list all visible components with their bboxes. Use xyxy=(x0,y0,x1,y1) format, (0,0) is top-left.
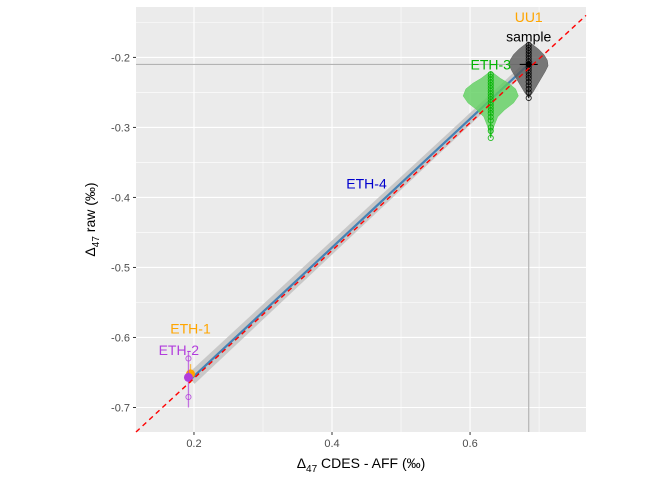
group-eth-3-point xyxy=(487,113,494,120)
axes: 0.2 0.4 0.6 -0.2 -0.3 -0.4 -0.5 -0.6 -0.7 xyxy=(111,52,478,450)
y-tick-label: -0.7 xyxy=(111,402,130,414)
y-axis-title-rest: raw (‰) xyxy=(82,182,98,236)
group-sample-point xyxy=(525,82,532,89)
x-axis-title: Δ47 CDES - AFF (‰) xyxy=(297,455,426,475)
y-tick-label: -0.6 xyxy=(111,332,130,344)
x-tick-label: 0.2 xyxy=(186,438,201,450)
data-marks xyxy=(135,14,587,433)
y-tick-label: -0.4 xyxy=(111,192,130,204)
group-eth-3-point xyxy=(487,127,494,134)
group-eth-1-label: ETH-1 xyxy=(170,320,211,336)
group-eth-2-mean-point xyxy=(183,372,193,382)
group-eth-3-point xyxy=(487,71,494,78)
x-tick-label: 0.4 xyxy=(324,438,339,450)
x-axis-title-delta: Δ xyxy=(297,455,306,471)
regression-line xyxy=(189,60,533,381)
y-axis-title: Δ47 raw (‰) xyxy=(82,182,102,256)
group-sample-point xyxy=(525,89,532,96)
x-axis-title-rest: CDES - AFF (‰) xyxy=(317,455,425,471)
y-tick-label: -0.2 xyxy=(111,52,130,64)
group-sample-point xyxy=(525,41,532,48)
group-sample-point xyxy=(525,44,532,51)
y-tick-label: -0.3 xyxy=(111,122,130,134)
group-eth-2-label: ETH-2 xyxy=(159,342,200,358)
group-eth-3-point xyxy=(487,124,494,131)
group-eth-3-point xyxy=(487,117,494,124)
x-axis-title-subscript: 47 xyxy=(306,464,318,475)
annotation-labels: UU1 sample ETH-3 ETH-4 ETH-1 ETH-2 xyxy=(159,9,552,358)
y-axis-title-subscript: 47 xyxy=(91,236,102,248)
identity-line xyxy=(135,14,587,433)
group-sample-point xyxy=(525,78,532,85)
group-uu1-label: UU1 xyxy=(515,9,543,25)
group-eth-3-label: ETH-3 xyxy=(471,56,512,72)
x-tick-label: 0.6 xyxy=(462,438,477,450)
group-eth-3-point xyxy=(487,134,494,141)
group-eth-4-label: ETH-4 xyxy=(346,175,387,191)
group-eth-3-point xyxy=(487,73,494,81)
y-axis-title-delta: Δ xyxy=(82,247,98,256)
y-tick-label: -0.5 xyxy=(111,262,130,274)
group-sample-point xyxy=(525,85,532,92)
group-sample-label: sample xyxy=(506,28,551,44)
